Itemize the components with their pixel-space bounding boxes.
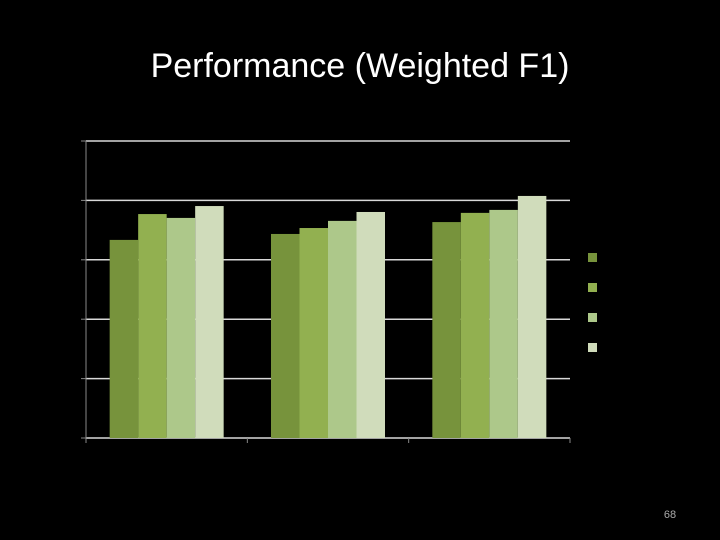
bar [489,209,518,438]
bar [195,206,224,438]
bar [460,212,490,438]
legend-swatch [588,313,597,322]
bar [166,217,196,438]
page-number: 68 [664,509,676,521]
bar [328,220,357,438]
legend-swatch [588,253,597,262]
bar [299,228,328,438]
bar [109,239,139,438]
legend-swatch [588,343,597,352]
bar [356,211,385,438]
bar [138,214,167,438]
bar [432,222,461,438]
chart-title: Performance (Weighted F1) [151,47,570,85]
legend-swatch [588,283,597,292]
bar [517,195,547,438]
bar [271,233,300,438]
